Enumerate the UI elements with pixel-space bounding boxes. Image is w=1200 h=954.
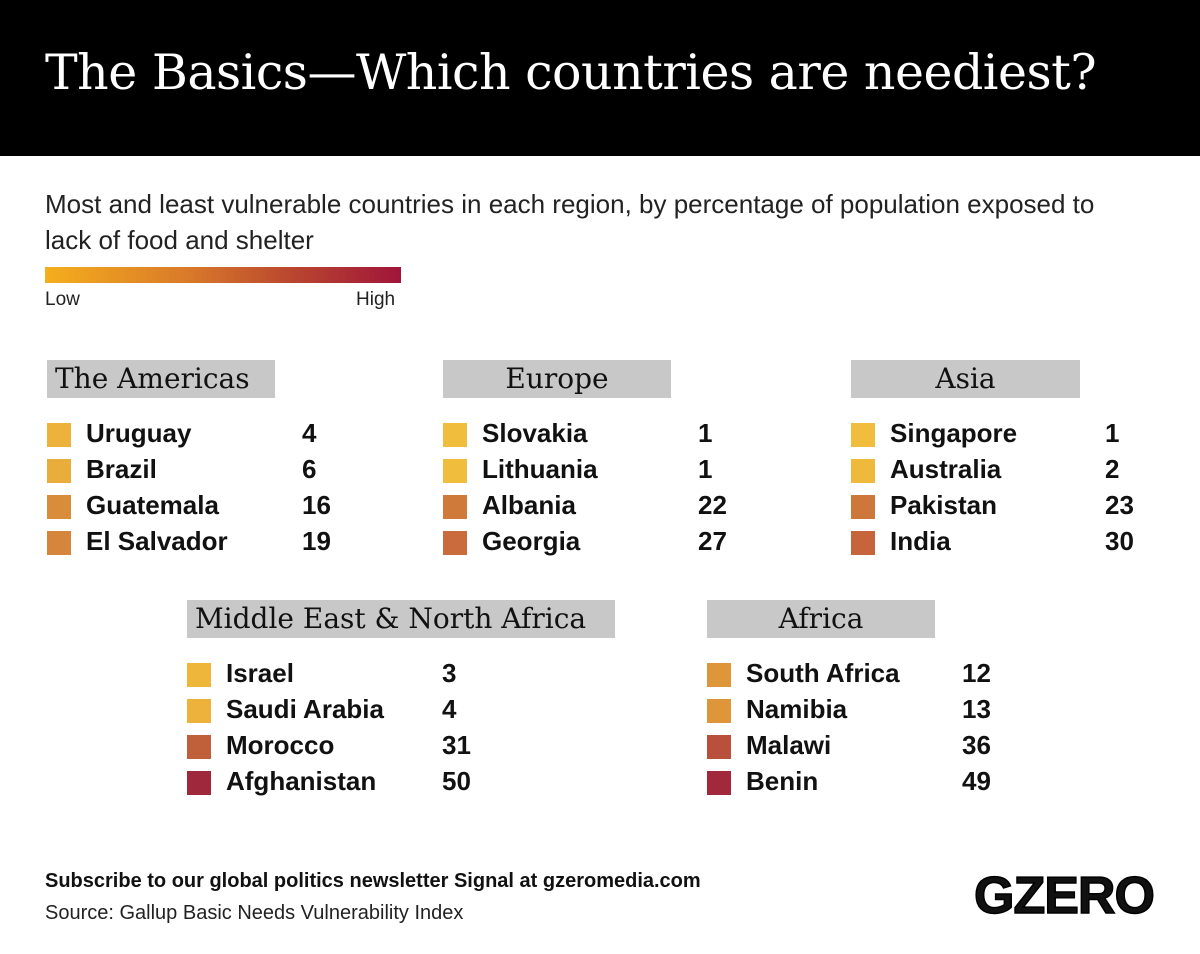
table-row: Guatemala 16: [47, 490, 447, 543]
page-title: The Basics—Which countries are neediest?: [45, 44, 1097, 101]
table-row: Morocco 31: [187, 730, 587, 783]
color-swatch: [851, 495, 875, 519]
table-row: El Salvador 19: [47, 526, 447, 579]
country-value: 49: [962, 766, 991, 796]
country-value: 19: [302, 526, 331, 556]
country-name: Guatemala: [86, 490, 219, 520]
color-swatch: [707, 663, 731, 687]
country-name: Slovakia: [482, 418, 588, 448]
region-header: The Americas: [47, 360, 275, 398]
table-row: Singapore 1: [851, 418, 1200, 471]
country-name: Albania: [482, 490, 576, 520]
country-name: India: [890, 526, 951, 556]
country-name: Benin: [746, 766, 819, 796]
color-swatch: [47, 459, 71, 483]
table-row: Afghanistan 50: [187, 766, 587, 819]
country-name: Israel: [226, 658, 294, 688]
color-swatch: [443, 531, 467, 555]
color-swatch: [47, 531, 71, 555]
gzero-logo: GZERO: [973, 866, 1155, 926]
color-swatch: [187, 771, 211, 795]
color-swatch: [443, 459, 467, 483]
region-header: Africa: [707, 600, 935, 638]
country-name: El Salvador: [86, 526, 228, 556]
subscribe-text: Subscribe to our global politics newslet…: [45, 870, 701, 892]
scale-low-label: Low: [45, 289, 80, 310]
table-row: India 30: [851, 526, 1200, 579]
color-swatch: [187, 735, 211, 759]
table-row: Georgia 27: [443, 526, 843, 579]
country-name: Uruguay: [86, 418, 192, 448]
country-name: Malawi: [746, 730, 832, 760]
country-value: 30: [1105, 526, 1134, 556]
table-row: Namibia 13: [707, 694, 1107, 747]
country-value: 3: [442, 658, 457, 688]
country-name: Brazil: [86, 454, 157, 484]
country-name: Namibia: [746, 694, 848, 724]
country-value: 12: [962, 658, 991, 688]
country-name: South Africa: [746, 658, 900, 688]
source-text: Source: Gallup Basic Needs Vulnerability…: [45, 902, 464, 924]
country-value: 6: [302, 454, 317, 484]
color-swatch: [443, 423, 467, 447]
country-name: Morocco: [226, 730, 335, 760]
header-bar: The Basics—Which countries are neediest?: [0, 0, 1200, 156]
color-scale-gradient: [45, 267, 401, 283]
country-name: Pakistan: [890, 490, 997, 520]
table-row: Slovakia 1: [443, 418, 843, 471]
table-row: Saudi Arabia 4: [187, 694, 587, 747]
country-value: 4: [302, 418, 317, 448]
color-swatch: [851, 423, 875, 447]
country-name: Afghanistan: [226, 766, 377, 796]
table-row: Brazil 6: [47, 454, 447, 507]
region-header: Middle East & North Africa: [187, 600, 615, 638]
country-value: 4: [442, 694, 457, 724]
country-name: Georgia: [482, 526, 581, 556]
country-value: 36: [962, 730, 991, 760]
country-value: 27: [698, 526, 727, 556]
country-name: Lithuania: [482, 454, 598, 484]
country-name: Saudi Arabia: [226, 694, 384, 724]
country-value: 31: [442, 730, 471, 760]
color-swatch: [187, 663, 211, 687]
region-header: Asia: [851, 360, 1080, 398]
subtitle: Most and least vulnerable countries in e…: [45, 189, 1095, 255]
country-name: Singapore: [890, 418, 1018, 448]
color-swatch: [47, 423, 71, 447]
country-value: 1: [1105, 418, 1120, 448]
color-swatch: [851, 531, 875, 555]
scale-high-label: High: [356, 289, 396, 310]
table-row: Pakistan 23: [851, 490, 1200, 543]
color-swatch: [443, 495, 467, 519]
table-row: Australia 2: [851, 454, 1200, 507]
color-swatch: [707, 735, 731, 759]
table-row: Albania 22: [443, 490, 843, 543]
country-value: 13: [962, 694, 991, 724]
color-swatch: [707, 771, 731, 795]
color-swatch: [187, 699, 211, 723]
table-row: Lithuania 1: [443, 454, 843, 507]
country-value: 1: [698, 454, 713, 484]
country-value: 22: [698, 490, 727, 520]
country-value: 16: [302, 490, 331, 520]
country-value: 23: [1105, 490, 1134, 520]
region-header: Europe: [443, 360, 671, 398]
table-row: Malawi 36: [707, 730, 1107, 783]
table-row: Benin 49: [707, 766, 1107, 819]
table-row: Israel 3: [187, 658, 587, 711]
table-row: Uruguay 4: [47, 418, 447, 471]
color-swatch: [707, 699, 731, 723]
country-value: 1: [698, 418, 713, 448]
color-swatch: [47, 495, 71, 519]
table-row: South Africa 12: [707, 658, 1107, 711]
country-value: 50: [442, 766, 471, 796]
country-name: Australia: [890, 454, 1002, 484]
color-swatch: [851, 459, 875, 483]
country-value: 2: [1105, 454, 1120, 484]
